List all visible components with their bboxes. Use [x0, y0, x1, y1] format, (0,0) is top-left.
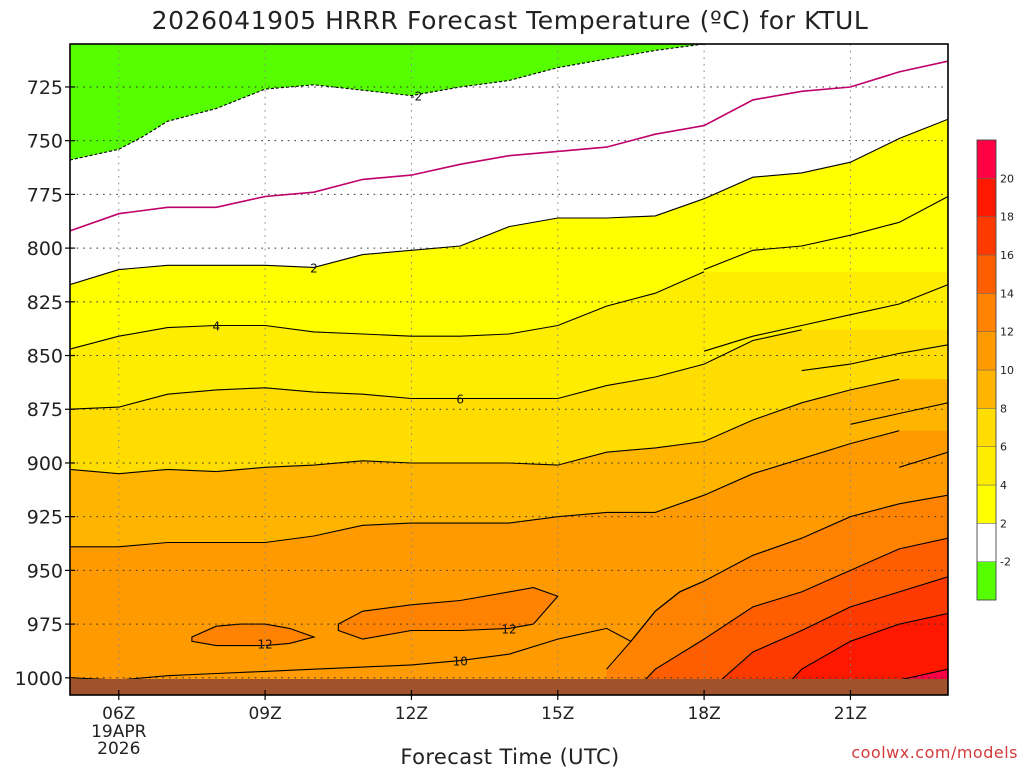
colorbar-swatch-16-18 — [976, 216, 997, 256]
colorbar-swatch--2-2 — [976, 523, 997, 562]
y-tick-label-800: 800 — [27, 238, 63, 260]
y-tick-label-925: 925 — [27, 507, 63, 529]
colorbar: -2 2 4 6 8 10 12 14 16 18 20 — [976, 139, 1014, 601]
contour-3 — [703, 196, 948, 271]
y-tick-label-750: 750 — [27, 131, 63, 153]
colorbar-swatch-18-20 — [976, 178, 997, 217]
contour-label-1: 2 — [310, 261, 318, 275]
colorbar-swatch-2-4 — [976, 484, 997, 524]
y-tick-label-1000: 1000 — [15, 668, 63, 690]
colorbar-label-18: 18 — [1000, 211, 1014, 224]
colorbar-label-2: 2 — [1000, 517, 1007, 530]
contour-14 — [703, 576, 948, 695]
x-tick-label-06Z: 06Z — [102, 704, 135, 724]
x-tick-sublabel-1: 2026 — [97, 739, 140, 759]
colorbar-label-6: 6 — [1000, 441, 1007, 454]
contour-6 — [70, 329, 802, 410]
x-tick-label-21Z: 21Z — [834, 704, 867, 724]
y-tick-label-725: 725 — [27, 77, 63, 99]
y-tick-label-775: 775 — [27, 184, 63, 206]
chart-title: 2026041905 HRRR Forecast Temperature (ºC… — [152, 6, 869, 35]
colorbar-swatch-6-8 — [976, 408, 997, 447]
contour-5 — [703, 284, 948, 352]
colorbar-label--2: -2 — [1000, 556, 1011, 569]
contour-label-2: 4 — [213, 319, 221, 333]
x-tick-label-18Z: 18Z — [687, 704, 720, 724]
colorbar-label-4: 4 — [1000, 479, 1007, 492]
x-tick-label-12Z: 12Z — [395, 704, 428, 724]
contour-label-0: -2 — [410, 90, 422, 104]
contour-8 — [70, 378, 900, 475]
contour-label-6: 12 — [501, 622, 516, 636]
colorbar-label-8: 8 — [1000, 402, 1007, 415]
colorbar-swatch-8-10 — [976, 369, 997, 409]
contour--2 — [70, 44, 705, 161]
x-tick-label-15Z: 15Z — [541, 704, 574, 724]
x-tick-sublabel-0: 19APR — [91, 722, 147, 742]
y-tick-label-975: 975 — [27, 614, 63, 636]
below-ground-strip — [70, 679, 948, 695]
y-axis: 725 750 775 800 825 850 875 900 925 950 975 1000 — [15, 77, 75, 690]
contour-15 — [776, 612, 948, 695]
y-tick-label-875: 875 — [27, 399, 63, 421]
contour-9 — [850, 402, 948, 425]
gridlines — [70, 44, 948, 695]
colorbar-swatch-12-14 — [976, 293, 997, 332]
colorbar-swatch-20-22 — [976, 139, 997, 179]
temperature-fill-layer — [70, 44, 948, 695]
y-tick-label-950: 950 — [27, 560, 63, 582]
contour-label-4: 12 — [257, 637, 272, 651]
fill-band-below-0 — [70, 44, 948, 231]
warm-loop-1 — [191, 623, 316, 647]
y-tick-label-825: 825 — [27, 292, 63, 314]
contour-labels: -2 2 4 6 12 10 12 — [213, 90, 517, 669]
contour-label-3: 6 — [456, 393, 464, 407]
contour-12 — [606, 494, 948, 670]
contour-11 — [899, 451, 948, 468]
fill-band-below-minus-2 — [70, 44, 705, 160]
contour-13 — [630, 537, 948, 695]
colorbar-label-20: 20 — [1000, 172, 1014, 185]
contour-7 — [801, 344, 948, 372]
colorbar-label-10: 10 — [1000, 364, 1014, 377]
colorbar-frame — [976, 139, 997, 601]
contour-4 — [70, 271, 705, 350]
y-tick-label-900: 900 — [27, 453, 63, 475]
colorbar-swatch-10-12 — [976, 331, 997, 371]
contour-label-5: 10 — [453, 655, 468, 669]
x-tick-label-09Z: 09Z — [248, 704, 281, 724]
contour-2 — [70, 118, 948, 286]
colorbar-swatch-4-6 — [976, 446, 997, 486]
contour-10 — [70, 430, 900, 548]
contour-lines — [70, 44, 948, 695]
colorbar-label-16: 16 — [1000, 249, 1014, 262]
credit-link[interactable]: coolwx.com/models — [851, 743, 1018, 762]
plot-border — [69, 43, 949, 696]
colorbar-label-14: 14 — [1000, 287, 1014, 300]
colorbar-swatch--4--2 — [976, 561, 997, 601]
x-axis-label: Forecast Time (UTC) — [400, 745, 619, 768]
contour-0 — [70, 60, 948, 232]
plot-area — [70, 44, 948, 695]
fill-band-above-15 — [777, 613, 948, 695]
y-tick-label-850: 850 — [27, 346, 63, 368]
colorbar-label-12: 12 — [1000, 326, 1014, 339]
colorbar-swatch-14-16 — [976, 254, 997, 294]
warm-loop-2 — [337, 587, 559, 640]
